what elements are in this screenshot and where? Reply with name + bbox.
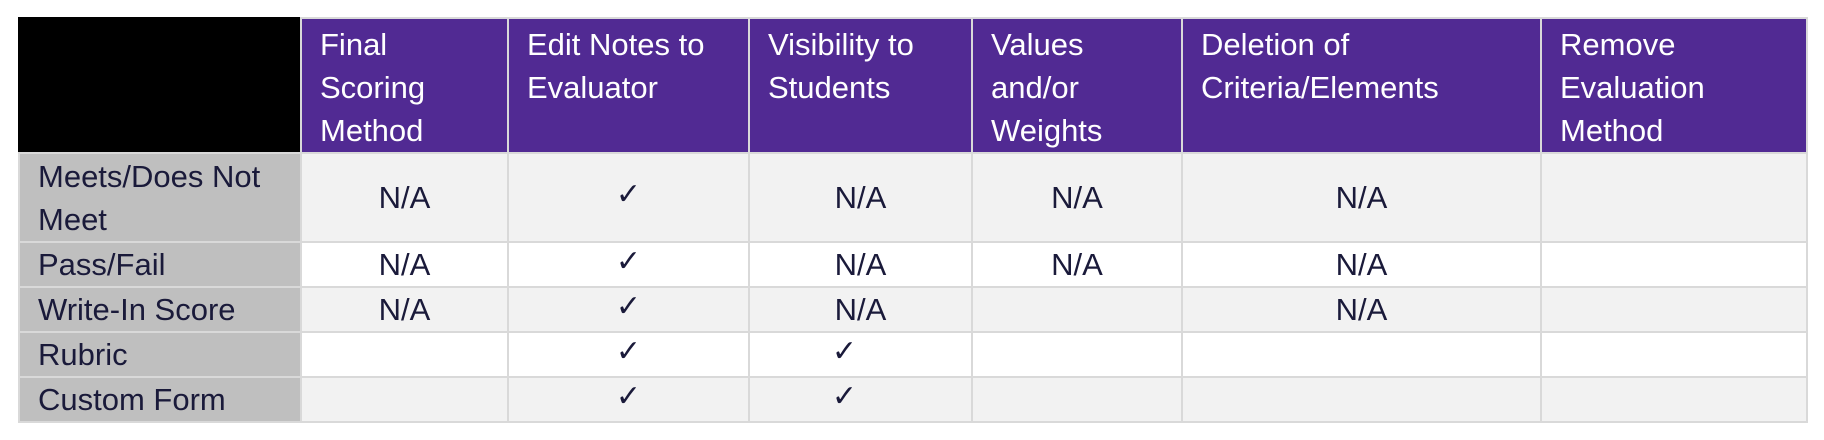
table-cell bbox=[1540, 331, 1808, 378]
row-label-meets-does-not-meet: Meets/Does Not Meet bbox=[18, 152, 302, 243]
table-cell bbox=[1540, 376, 1808, 423]
table-cell: ✓ bbox=[507, 331, 750, 378]
row-label-custom-form: Custom Form bbox=[18, 376, 302, 423]
header-edit-notes-to-evaluator: Edit Notes to Evaluator bbox=[507, 17, 750, 154]
table-cell bbox=[1181, 376, 1542, 423]
table-cell bbox=[971, 331, 1183, 378]
header-visibility-to-students: Visibility to Students bbox=[748, 17, 973, 154]
table-cell: N/A bbox=[748, 241, 973, 288]
row-label-write-in-score: Write-In Score bbox=[18, 286, 302, 333]
evaluation-method-table-wrapper: Final Scoring Method Edit Notes to Evalu… bbox=[18, 17, 1808, 423]
table-cell: N/A bbox=[971, 241, 1183, 288]
header-values-and-or-weights: Values and/or Weights bbox=[971, 17, 1183, 154]
check-icon: ✓ bbox=[615, 378, 642, 414]
table-cell: N/A bbox=[971, 152, 1183, 243]
check-icon: ✓ bbox=[615, 243, 642, 279]
table-cell bbox=[971, 376, 1183, 423]
check-icon: ✓ bbox=[615, 288, 642, 324]
table-cell bbox=[1540, 152, 1808, 243]
table-cell bbox=[1540, 286, 1808, 333]
table-cell: N/A bbox=[748, 286, 973, 333]
table-row: Custom Form ✓ ✓ bbox=[18, 376, 1808, 423]
table-cell: N/A bbox=[300, 286, 509, 333]
table-row: Pass/Fail N/A ✓ N/A N/A N/A bbox=[18, 241, 1808, 288]
table-cell: ✓ bbox=[507, 241, 750, 288]
header-remove-evaluation-method: Remove Evaluation Method bbox=[1540, 17, 1808, 154]
check-icon: ✓ bbox=[831, 333, 858, 369]
table-cell: N/A bbox=[1181, 241, 1542, 288]
table-cell: ✓ bbox=[748, 376, 973, 423]
table-cell: N/A bbox=[300, 241, 509, 288]
table-cell bbox=[300, 376, 509, 423]
table-row: Meets/Does Not Meet N/A ✓ N/A N/A N/A bbox=[18, 152, 1808, 243]
table-cell bbox=[971, 286, 1183, 333]
table-row: Rubric ✓ ✓ bbox=[18, 331, 1808, 378]
check-icon: ✓ bbox=[615, 176, 642, 212]
table-cell: N/A bbox=[1181, 286, 1542, 333]
table-cell bbox=[300, 331, 509, 378]
table-body: Meets/Does Not Meet N/A ✓ N/A N/A N/A Pa… bbox=[18, 152, 1808, 423]
check-icon: ✓ bbox=[831, 378, 858, 414]
table-row: Write-In Score N/A ✓ N/A N/A bbox=[18, 286, 1808, 333]
table-cell: ✓ bbox=[507, 286, 750, 333]
table-cell bbox=[1540, 241, 1808, 288]
table-cell: N/A bbox=[300, 152, 509, 243]
header-corner-cell bbox=[18, 17, 302, 154]
header-row: Final Scoring Method Edit Notes to Evalu… bbox=[18, 17, 1808, 154]
table-header: Final Scoring Method Edit Notes to Evalu… bbox=[18, 17, 1808, 154]
table-cell: ✓ bbox=[507, 152, 750, 243]
table-cell: N/A bbox=[1181, 152, 1542, 243]
check-icon: ✓ bbox=[615, 333, 642, 369]
table-cell: ✓ bbox=[507, 376, 750, 423]
table-cell: N/A bbox=[748, 152, 973, 243]
table-cell bbox=[1181, 331, 1542, 378]
evaluation-method-permissions-table: Final Scoring Method Edit Notes to Evalu… bbox=[18, 17, 1808, 423]
row-label-pass-fail: Pass/Fail bbox=[18, 241, 302, 288]
row-label-rubric: Rubric bbox=[18, 331, 302, 378]
table-cell: ✓ bbox=[748, 331, 973, 378]
header-final-scoring-method: Final Scoring Method bbox=[300, 17, 509, 154]
header-deletion-of-criteria-elements: Deletion of Criteria/Elements bbox=[1181, 17, 1542, 154]
